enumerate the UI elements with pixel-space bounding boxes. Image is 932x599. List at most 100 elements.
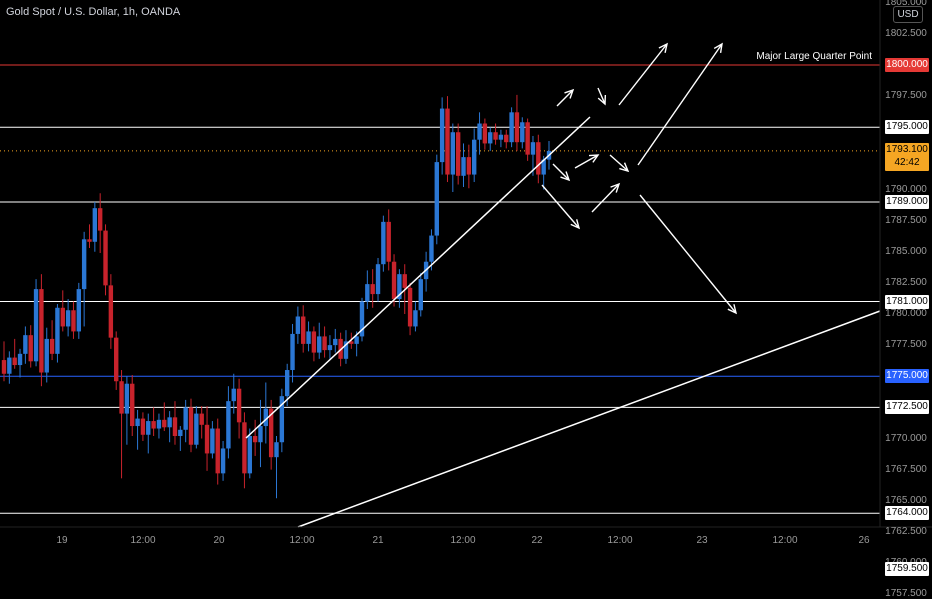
arrow-head bbox=[570, 219, 581, 230]
currency-button[interactable]: USD bbox=[893, 6, 923, 23]
candlesticks bbox=[1, 94, 552, 499]
candle-body bbox=[509, 112, 514, 143]
candle-body bbox=[482, 123, 488, 144]
candle-body bbox=[60, 307, 65, 327]
level-price-label: 1764.000 bbox=[885, 506, 929, 521]
candle-body bbox=[44, 338, 49, 373]
level-price-label: 1789.000 bbox=[885, 194, 929, 209]
arrow-shaft bbox=[618, 43, 668, 106]
arrow-head bbox=[619, 162, 630, 173]
arrow-head bbox=[658, 42, 668, 53]
price-tick: 1785.000 bbox=[885, 245, 927, 257]
price-tick: 1790.000 bbox=[885, 183, 927, 195]
candle-body bbox=[370, 284, 375, 295]
candle-body bbox=[349, 341, 354, 344]
trend-line bbox=[297, 310, 881, 528]
candle-body bbox=[365, 284, 370, 302]
candle-body bbox=[461, 157, 466, 176]
candle-body bbox=[103, 230, 108, 286]
candle-body bbox=[71, 310, 76, 332]
candle-body bbox=[231, 388, 236, 402]
price-tick: 1787.500 bbox=[885, 214, 927, 226]
candle-body bbox=[333, 338, 338, 346]
level-price-label: 1795.000 bbox=[885, 120, 929, 135]
arrow-shaft bbox=[597, 87, 606, 105]
arrow-head bbox=[610, 182, 621, 193]
candle-body bbox=[322, 336, 327, 351]
candle-body bbox=[386, 221, 391, 262]
time-tick: 12:00 bbox=[607, 535, 633, 546]
candle-body bbox=[33, 289, 39, 362]
current-price-label: 1793.100 42:42 bbox=[885, 142, 929, 171]
time-tick: 12:00 bbox=[289, 535, 315, 546]
candle-body bbox=[520, 122, 525, 143]
horizontal-levels[interactable] bbox=[0, 64, 880, 550]
candle-body bbox=[488, 132, 493, 144]
candle-body bbox=[204, 424, 210, 454]
price-tick: 1780.000 bbox=[885, 308, 927, 319]
time-tick: 20 bbox=[213, 535, 225, 546]
price-tick: 1802.500 bbox=[885, 27, 927, 39]
candle-body bbox=[140, 418, 146, 435]
candle-body bbox=[295, 316, 301, 334]
time-tick: 12:00 bbox=[772, 535, 798, 546]
arrow-head bbox=[727, 304, 738, 315]
candle-body bbox=[87, 239, 92, 242]
candle-body bbox=[194, 413, 199, 445]
candle-body bbox=[466, 157, 472, 175]
price-tick: 1797.500 bbox=[885, 90, 927, 102]
candle-body bbox=[23, 335, 28, 354]
candle-body bbox=[375, 264, 381, 295]
price-chart[interactable] bbox=[0, 0, 932, 550]
candle-body bbox=[183, 407, 188, 430]
candle-body bbox=[124, 383, 130, 414]
candle-body bbox=[343, 341, 349, 359]
candle-body bbox=[258, 426, 263, 443]
candle-body bbox=[97, 208, 103, 231]
candle-body bbox=[210, 428, 215, 454]
arrow-shaft bbox=[541, 184, 580, 229]
price-tick: 1757.500 bbox=[885, 588, 927, 599]
candle-body bbox=[290, 333, 295, 371]
candle-body bbox=[17, 353, 23, 366]
candle-body bbox=[397, 274, 402, 300]
candle-body bbox=[252, 436, 258, 443]
candle-body bbox=[317, 336, 322, 353]
candle-body bbox=[199, 413, 204, 425]
candle-body bbox=[236, 388, 242, 423]
candle-body bbox=[55, 307, 60, 354]
time-tick: 22 bbox=[531, 535, 543, 546]
candle-body bbox=[381, 221, 386, 265]
candle-body bbox=[151, 421, 156, 429]
candle-body bbox=[188, 407, 194, 445]
level-price-label: 1759.500 bbox=[885, 562, 929, 577]
candle-body bbox=[413, 310, 418, 327]
candle-body bbox=[162, 419, 167, 428]
candle-body bbox=[247, 436, 252, 474]
price-tick: 1805.000 bbox=[885, 0, 927, 8]
arrow-head bbox=[713, 42, 723, 53]
arrow-shaft bbox=[591, 183, 620, 213]
level-price-label: 1800.000 bbox=[885, 58, 929, 72]
candle-body bbox=[536, 142, 541, 175]
candle-body bbox=[306, 331, 311, 344]
arrow-shaft bbox=[574, 154, 599, 169]
candle-body bbox=[12, 357, 17, 366]
candle-body bbox=[498, 134, 504, 140]
candle-body bbox=[541, 159, 546, 175]
candle-body bbox=[7, 357, 12, 374]
candle-body bbox=[156, 419, 162, 429]
arrow-shaft bbox=[556, 89, 574, 107]
candle-body bbox=[65, 310, 71, 327]
time-tick: 12:00 bbox=[450, 535, 476, 546]
candle-body bbox=[471, 139, 477, 175]
time-tick: 19 bbox=[56, 535, 68, 546]
candle-body bbox=[434, 162, 439, 236]
candle-body bbox=[354, 336, 359, 344]
trend-drawings[interactable] bbox=[245, 42, 881, 528]
arrow-shaft bbox=[639, 194, 737, 314]
candle-body bbox=[108, 285, 114, 338]
candle-body bbox=[242, 422, 247, 474]
price-tick: 1777.500 bbox=[885, 339, 927, 351]
candle-body bbox=[301, 316, 306, 344]
